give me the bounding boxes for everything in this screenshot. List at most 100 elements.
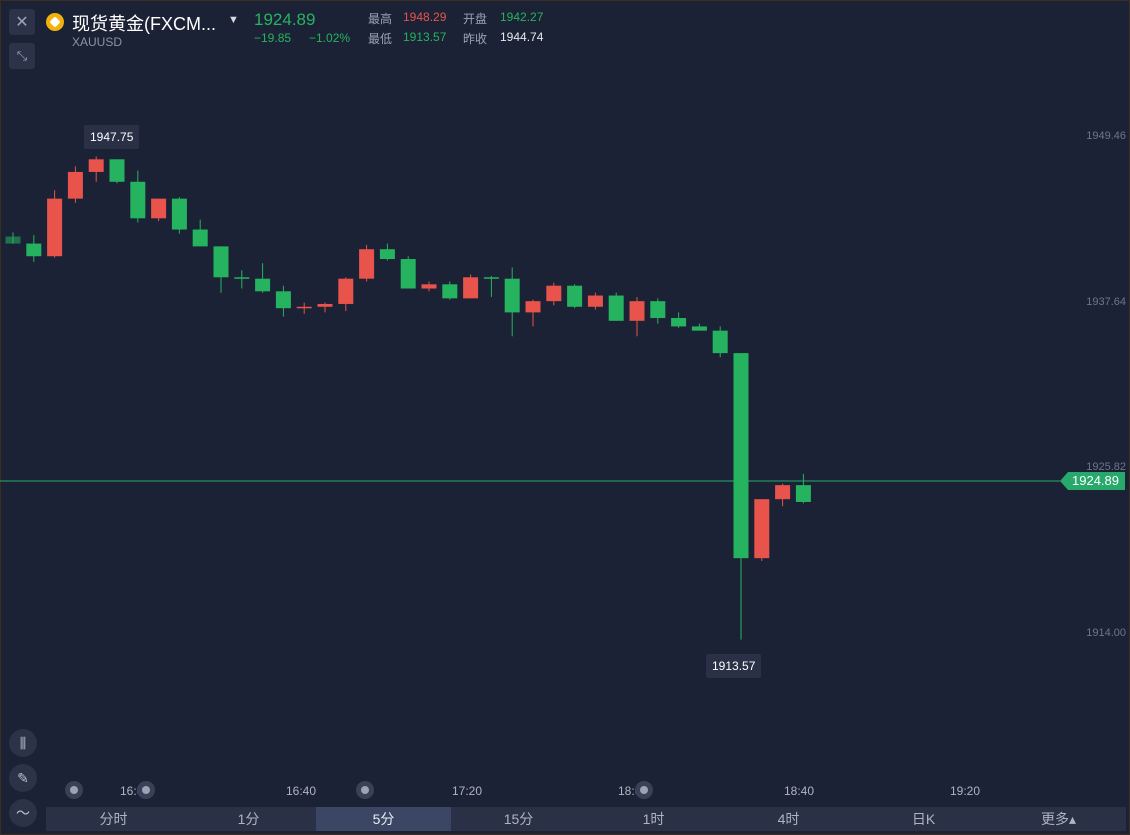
candle[interactable] bbox=[629, 296, 645, 337]
candle[interactable] bbox=[338, 277, 354, 311]
candle-body bbox=[795, 485, 811, 502]
candle[interactable] bbox=[379, 243, 395, 261]
candle-body bbox=[629, 301, 645, 321]
tab-4hour[interactable]: 4时 bbox=[777, 811, 800, 827]
event-marker[interactable] bbox=[137, 781, 155, 799]
candle-body bbox=[775, 485, 791, 500]
high-label: 最高 bbox=[368, 12, 393, 26]
candle[interactable] bbox=[483, 275, 499, 297]
tab-intraday[interactable]: 分时 bbox=[99, 811, 128, 827]
candle[interactable] bbox=[795, 473, 811, 504]
candle-body bbox=[275, 291, 291, 309]
event-marker[interactable] bbox=[356, 781, 374, 799]
candle[interactable] bbox=[171, 197, 187, 234]
candle-body bbox=[213, 246, 229, 278]
indicator-icon: 〜 bbox=[16, 805, 30, 821]
x-tick-label: 17:20 bbox=[451, 784, 483, 798]
event-marker[interactable] bbox=[635, 781, 653, 799]
candle[interactable] bbox=[587, 292, 603, 310]
candle-body bbox=[171, 198, 187, 230]
event-marker[interactable] bbox=[65, 781, 83, 799]
candle[interactable] bbox=[650, 298, 666, 324]
candle[interactable] bbox=[67, 166, 83, 203]
candle-body bbox=[234, 277, 250, 279]
candle-body bbox=[255, 278, 271, 292]
candle-body bbox=[567, 285, 583, 307]
period-tabs: 分时 1分 5分 15分 1时 4时 日K 更多▴ bbox=[46, 807, 1126, 831]
x-tick-label: 18:00 bbox=[617, 784, 649, 798]
symbol-dropdown-icon[interactable]: ▼ bbox=[228, 14, 239, 26]
candle[interactable] bbox=[525, 299, 541, 327]
price-change-pct: −1.02% bbox=[309, 31, 351, 45]
candle[interactable] bbox=[109, 159, 125, 184]
candle[interactable] bbox=[546, 282, 562, 306]
tab-15min[interactable]: 15分 bbox=[503, 811, 534, 827]
tab-1hour[interactable]: 1时 bbox=[642, 811, 665, 827]
low-marker-label: 1913.57 bbox=[706, 654, 762, 678]
candle[interactable] bbox=[296, 302, 312, 314]
close-button[interactable]: ✕ bbox=[9, 9, 35, 35]
gold-coin-icon bbox=[46, 13, 64, 31]
candle[interactable] bbox=[5, 232, 21, 244]
candle[interactable] bbox=[421, 281, 437, 292]
indicator-tool-button[interactable]: 〜 bbox=[9, 799, 37, 827]
candle-body bbox=[379, 249, 395, 260]
candle[interactable] bbox=[26, 235, 42, 262]
candle[interactable] bbox=[733, 353, 749, 640]
candle[interactable] bbox=[775, 483, 791, 507]
candle-body bbox=[608, 295, 624, 321]
open-value: 1942.27 bbox=[500, 10, 544, 24]
candle-body bbox=[130, 181, 146, 219]
prev-close-label: 昨收 bbox=[463, 32, 488, 46]
candle[interactable] bbox=[359, 244, 375, 282]
candle[interactable] bbox=[317, 302, 333, 313]
draw-tool-button[interactable]: ✎ bbox=[9, 764, 37, 792]
candle[interactable] bbox=[255, 263, 271, 293]
candlestick-tool-button[interactable]: ⫼ bbox=[9, 729, 37, 757]
y-tick-label: 1914.00 bbox=[1086, 627, 1126, 639]
symbol-title[interactable]: 现货黄金(FXCM... bbox=[72, 14, 216, 34]
candle[interactable] bbox=[130, 170, 146, 223]
close-icon: ✕ bbox=[15, 14, 29, 31]
candle-body bbox=[359, 249, 375, 279]
candle[interactable] bbox=[213, 246, 229, 293]
candle[interactable] bbox=[463, 274, 479, 299]
tab-5min[interactable]: 5分 bbox=[316, 807, 451, 831]
candle-body bbox=[151, 198, 167, 219]
candle[interactable] bbox=[275, 285, 291, 317]
symbol-code: XAUUSD bbox=[72, 35, 123, 49]
prev-close-value: 1944.74 bbox=[500, 30, 544, 44]
candle-body bbox=[525, 301, 541, 313]
tab-1min[interactable]: 1分 bbox=[237, 811, 260, 827]
candle-body bbox=[754, 499, 770, 559]
candle[interactable] bbox=[567, 284, 583, 309]
candle-body bbox=[296, 306, 312, 309]
current-price-label: 1924.89 bbox=[1060, 472, 1125, 490]
tab-more[interactable]: 更多▴ bbox=[1040, 811, 1077, 827]
candle[interactable] bbox=[88, 156, 104, 182]
candle[interactable] bbox=[192, 219, 208, 247]
candle[interactable] bbox=[712, 326, 728, 358]
x-tick-label: 19:20 bbox=[949, 784, 981, 798]
candle-body bbox=[650, 301, 666, 319]
candle[interactable] bbox=[754, 499, 770, 561]
candle[interactable] bbox=[608, 292, 624, 321]
candle[interactable] bbox=[504, 267, 520, 337]
candle[interactable] bbox=[234, 270, 250, 289]
candle[interactable] bbox=[671, 312, 687, 328]
candle[interactable] bbox=[400, 256, 416, 289]
candle-body bbox=[712, 330, 728, 354]
candle-body bbox=[504, 278, 520, 313]
candle[interactable] bbox=[47, 190, 63, 258]
high-marker-label: 1947.75 bbox=[84, 125, 140, 149]
candle[interactable] bbox=[151, 198, 167, 222]
candle-body bbox=[587, 295, 603, 307]
candle[interactable] bbox=[691, 323, 707, 331]
low-value: 1913.57 bbox=[403, 30, 447, 44]
tab-daily[interactable]: 日K bbox=[911, 811, 936, 827]
collapse-button[interactable]: ⤡ bbox=[9, 43, 35, 69]
candle[interactable] bbox=[442, 281, 458, 300]
low-label: 最低 bbox=[368, 32, 393, 46]
y-tick-label: 1937.64 bbox=[1086, 296, 1126, 308]
